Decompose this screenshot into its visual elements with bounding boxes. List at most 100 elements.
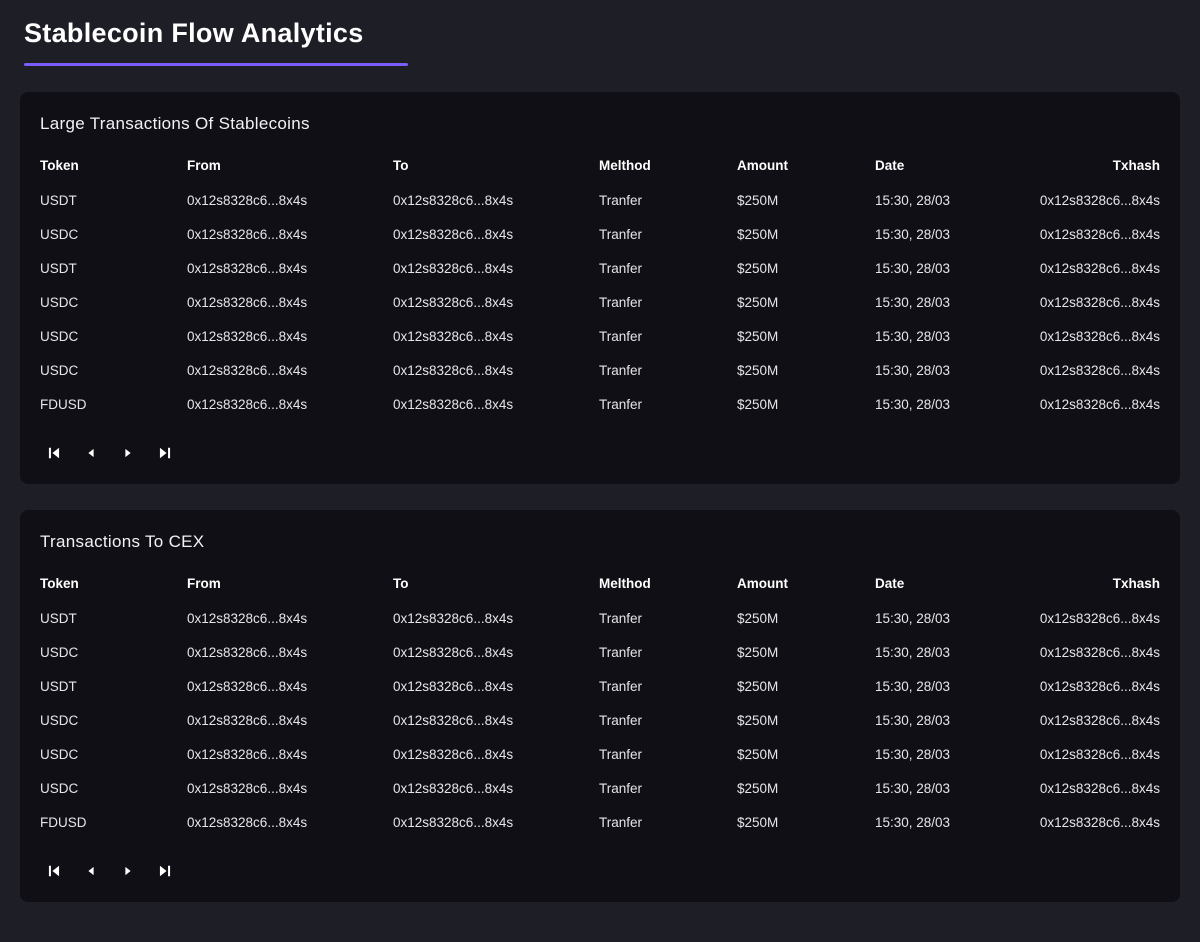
cell-from: 0x12s8328c6...8x4s <box>187 781 308 796</box>
table-header-row: Token From To Melthod Amount Date Txhash <box>40 566 1160 602</box>
cell-date: 15:30, 28/03 <box>875 815 951 830</box>
last-page-button[interactable] <box>153 442 177 464</box>
first-page-icon <box>48 865 60 877</box>
next-page-button[interactable] <box>116 442 140 464</box>
cell-amount: $250M <box>737 679 779 694</box>
cell-from: 0x12s8328c6...8x4s <box>187 397 308 412</box>
cell-amount: $250M <box>737 781 779 796</box>
cell-amount: $250M <box>737 747 779 762</box>
cell-token: USDC <box>40 295 79 310</box>
panel-large-transactions: Large Transactions Of Stablecoins Token F… <box>20 92 1180 484</box>
title-underline <box>24 63 408 66</box>
cell-to: 0x12s8328c6...8x4s <box>393 227 514 242</box>
cell-from: 0x12s8328c6...8x4s <box>187 747 308 762</box>
last-page-icon <box>159 865 171 877</box>
cell-melthod: Tranfer <box>599 781 643 796</box>
table-row: USDC 0x12s8328c6...8x4s 0x12s8328c6...8x4s… <box>40 354 1160 388</box>
table-row: USDC 0x12s8328c6...8x4s 0x12s8328c6...8x4s… <box>40 704 1160 738</box>
cell-to: 0x12s8328c6...8x4s <box>393 679 514 694</box>
cell-txhash: 0x12s8328c6...8x4s <box>1039 329 1160 344</box>
column-header-melthod: Melthod <box>599 158 651 173</box>
cell-token: USDC <box>40 645 79 660</box>
cell-token: USDC <box>40 781 79 796</box>
table-row: USDC 0x12s8328c6...8x4s 0x12s8328c6...8x4s… <box>40 636 1160 670</box>
cell-to: 0x12s8328c6...8x4s <box>393 397 514 412</box>
cell-date: 15:30, 28/03 <box>875 645 951 660</box>
next-page-icon <box>125 448 131 458</box>
cell-date: 15:30, 28/03 <box>875 193 951 208</box>
cell-date: 15:30, 28/03 <box>875 611 951 626</box>
first-page-icon <box>48 447 60 459</box>
column-header-date: Date <box>875 576 905 591</box>
previous-page-icon <box>88 866 94 876</box>
table-row: USDT 0x12s8328c6...8x4s 0x12s8328c6...8x4s… <box>40 184 1160 218</box>
pagination-controls <box>40 854 1160 886</box>
cell-amount: $250M <box>737 295 779 310</box>
cell-amount: $250M <box>737 611 779 626</box>
cell-from: 0x12s8328c6...8x4s <box>187 679 308 694</box>
cell-melthod: Tranfer <box>599 611 643 626</box>
cell-amount: $250M <box>737 329 779 344</box>
page-title: Stablecoin Flow Analytics <box>24 18 364 48</box>
cell-token: USDC <box>40 227 79 242</box>
cell-melthod: Tranfer <box>599 747 643 762</box>
cell-melthod: Tranfer <box>599 363 643 378</box>
first-page-button[interactable] <box>42 442 66 464</box>
cell-to: 0x12s8328c6...8x4s <box>393 747 514 762</box>
cell-txhash: 0x12s8328c6...8x4s <box>1039 397 1160 412</box>
cell-amount: $250M <box>737 645 779 660</box>
table-row: USDC 0x12s8328c6...8x4s 0x12s8328c6...8x4s… <box>40 218 1160 252</box>
cell-txhash: 0x12s8328c6...8x4s <box>1039 815 1160 830</box>
cell-token: USDT <box>40 193 77 208</box>
cell-from: 0x12s8328c6...8x4s <box>187 713 308 728</box>
cell-date: 15:30, 28/03 <box>875 363 951 378</box>
table-row: USDT 0x12s8328c6...8x4s 0x12s8328c6...8x4s… <box>40 670 1160 704</box>
cell-date: 15:30, 28/03 <box>875 397 951 412</box>
cell-melthod: Tranfer <box>599 261 643 276</box>
cell-date: 15:30, 28/03 <box>875 329 951 344</box>
next-page-button[interactable] <box>116 860 140 882</box>
previous-page-button[interactable] <box>79 442 103 464</box>
cell-from: 0x12s8328c6...8x4s <box>187 363 308 378</box>
cell-amount: $250M <box>737 193 779 208</box>
column-header-amount: Amount <box>737 576 788 591</box>
cell-txhash: 0x12s8328c6...8x4s <box>1039 611 1160 626</box>
cell-to: 0x12s8328c6...8x4s <box>393 329 514 344</box>
first-page-button[interactable] <box>42 860 66 882</box>
next-page-icon <box>125 866 131 876</box>
previous-page-button[interactable] <box>79 860 103 882</box>
cell-melthod: Tranfer <box>599 193 643 208</box>
cell-token: FDUSD <box>40 397 87 412</box>
column-header-from: From <box>187 576 221 591</box>
cell-to: 0x12s8328c6...8x4s <box>393 363 514 378</box>
cell-date: 15:30, 28/03 <box>875 261 951 276</box>
cell-from: 0x12s8328c6...8x4s <box>187 295 308 310</box>
column-header-txhash: Txhash <box>1112 576 1160 591</box>
column-header-token: Token <box>40 158 79 173</box>
table-row: FDUSD 0x12s8328c6...8x4s 0x12s8328c6...8x4… <box>40 388 1160 422</box>
column-header-to: To <box>393 158 409 173</box>
cell-token: USDC <box>40 713 79 728</box>
cell-to: 0x12s8328c6...8x4s <box>393 713 514 728</box>
column-header-amount: Amount <box>737 158 788 173</box>
cell-melthod: Tranfer <box>599 397 643 412</box>
previous-page-icon <box>88 448 94 458</box>
cell-melthod: Tranfer <box>599 227 643 242</box>
cell-melthod: Tranfer <box>599 679 643 694</box>
panel-title: Large Transactions Of Stablecoins <box>40 114 310 133</box>
table-row: USDT 0x12s8328c6...8x4s 0x12s8328c6...8x4s… <box>40 252 1160 286</box>
cell-from: 0x12s8328c6...8x4s <box>187 611 308 626</box>
cell-date: 15:30, 28/03 <box>875 227 951 242</box>
cell-token: FDUSD <box>40 815 87 830</box>
cell-amount: $250M <box>737 397 779 412</box>
last-page-button[interactable] <box>153 860 177 882</box>
cell-token: USDT <box>40 611 77 626</box>
cell-date: 15:30, 28/03 <box>875 295 951 310</box>
cell-token: USDC <box>40 363 79 378</box>
cell-from: 0x12s8328c6...8x4s <box>187 329 308 344</box>
table-row: USDC 0x12s8328c6...8x4s 0x12s8328c6...8x4s… <box>40 286 1160 320</box>
cell-melthod: Tranfer <box>599 329 643 344</box>
transactions-table: Token From To Melthod Amount Date Txhash USDT 0… <box>40 566 1160 840</box>
cell-date: 15:30, 28/03 <box>875 679 951 694</box>
cell-to: 0x12s8328c6...8x4s <box>393 261 514 276</box>
